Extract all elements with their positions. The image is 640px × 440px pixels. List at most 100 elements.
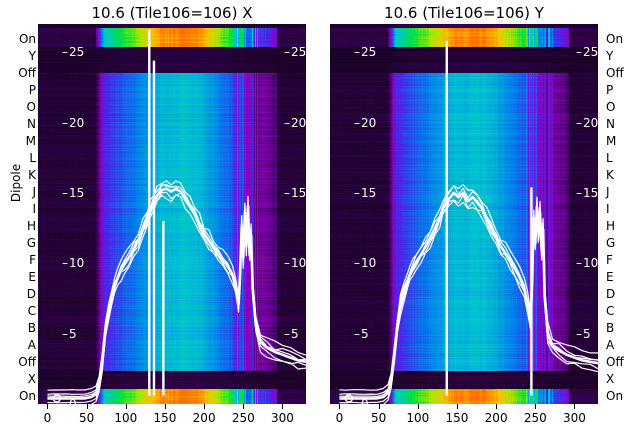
dipole-label-left-20: X bbox=[27, 372, 36, 386]
x-tick-label-1-3: 150 bbox=[445, 411, 469, 425]
inner-ytick-1-2: –10 bbox=[354, 256, 377, 271]
dipole-label-right-15: D bbox=[606, 287, 616, 301]
dipole-label-left-8: K bbox=[28, 168, 36, 182]
dipole-label-left-3: P bbox=[28, 83, 36, 97]
dipole-label-right-10: I bbox=[606, 202, 610, 216]
x-axis-left: 0 50 100 150 200 250 300 bbox=[38, 404, 306, 440]
dipole-label-left-1: Y bbox=[28, 49, 36, 63]
inner-ytick-0-0: –0 bbox=[62, 397, 77, 411]
x-tick-label-1-2: 100 bbox=[406, 411, 430, 425]
heatmap-panel-y[interactable] bbox=[330, 24, 598, 404]
panel-title-y: 10.6 (Tile106=106) Y bbox=[384, 4, 544, 22]
inner-ytick-mirror-0-5: –25 bbox=[284, 45, 307, 60]
x-tick-1-2 bbox=[417, 404, 419, 409]
inner-ytick-1-5: –25 bbox=[354, 45, 377, 60]
x-tick-label-0-3: 150 bbox=[153, 411, 177, 425]
inner-ytick-0-5: –25 bbox=[62, 45, 85, 60]
dipole-label-right-8: K bbox=[606, 168, 614, 182]
dipole-label-left-16: C bbox=[27, 304, 36, 318]
dipole-label-left-12: G bbox=[26, 236, 36, 250]
dipole-label-right-18: A bbox=[606, 338, 615, 352]
panel-title-x: 10.6 (Tile106=106) X bbox=[91, 4, 253, 22]
inner-ytick-0-2: –10 bbox=[62, 256, 85, 271]
trace-overlay-y bbox=[339, 40, 598, 404]
x-tick-0-4 bbox=[204, 404, 206, 409]
trace-line-0-5 bbox=[47, 183, 306, 398]
dipole-label-left-19: Off bbox=[18, 355, 36, 369]
dipole-label-right-17: B bbox=[606, 321, 615, 335]
inner-ytick-0-3: –15 bbox=[62, 185, 85, 200]
x-tick-1-0 bbox=[339, 404, 341, 409]
dipole-label-left-14: E bbox=[28, 270, 36, 284]
inner-ytick-mirror-1-1: –5 bbox=[576, 326, 591, 341]
x-tick-0-3 bbox=[164, 404, 166, 409]
dipole-label-right-4: O bbox=[606, 100, 616, 114]
dipole-label-left-4: O bbox=[26, 100, 36, 114]
dipole-label-right-6: M bbox=[606, 134, 617, 148]
inner-ytick-0-1: –5 bbox=[62, 326, 77, 341]
dipole-label-right-0: On bbox=[606, 32, 624, 46]
inner-ytick-1-4: –20 bbox=[354, 115, 377, 130]
dipole-axis-left: On Y Off P O N M L K J I H G F E D C B A Off X On bbox=[0, 24, 38, 404]
inner-ytick-mirror-0-3: –15 bbox=[284, 185, 307, 200]
x-tick-label-0-1: 50 bbox=[78, 411, 95, 425]
trace-line-0-4 bbox=[91, 194, 306, 404]
x-tick-0-5 bbox=[243, 404, 245, 409]
dipole-label-right-12: G bbox=[606, 236, 616, 250]
dipole-label-right-1: Y bbox=[606, 49, 614, 63]
x-tick-1-5 bbox=[535, 404, 537, 409]
x-tick-label-1-4: 200 bbox=[484, 411, 508, 425]
trace-line-1-5 bbox=[339, 192, 598, 397]
inner-ytick-mirror-0-1: –5 bbox=[284, 326, 299, 341]
x-tick-0-6 bbox=[282, 404, 284, 409]
x-tick-0-1 bbox=[86, 404, 88, 409]
trace-line-1-0 bbox=[339, 191, 598, 400]
dipole-label-right-9: J bbox=[606, 185, 610, 199]
dipole-label-right-7: L bbox=[606, 151, 613, 165]
x-tick-label-0-5: 250 bbox=[231, 411, 255, 425]
x-tick-1-3 bbox=[456, 404, 458, 409]
x-tick-label-1-5: 250 bbox=[523, 411, 547, 425]
dipole-label-right-19: Off bbox=[606, 355, 624, 369]
dipole-label-left-6: M bbox=[25, 134, 36, 148]
dipole-label-left-21: On bbox=[18, 389, 36, 403]
x-tick-1-1 bbox=[378, 404, 380, 409]
dipole-label-left-5: N bbox=[27, 117, 36, 131]
x-tick-label-0-2: 100 bbox=[114, 411, 138, 425]
x-tick-0-0 bbox=[47, 404, 49, 409]
inner-ytick-0-4: –20 bbox=[62, 115, 85, 130]
x-tick-label-0-4: 200 bbox=[192, 411, 216, 425]
x-tick-0-2 bbox=[125, 404, 127, 409]
dipole-label-left-13: F bbox=[29, 253, 36, 267]
dipole-label-left-15: D bbox=[26, 287, 36, 301]
dipole-label-left-9: J bbox=[32, 185, 36, 199]
dipole-axis-right: On Y Off P O N M L K J I H G F E D C B A Off X On bbox=[602, 24, 640, 404]
dipole-label-left-7: L bbox=[29, 151, 36, 165]
inner-ytick-1-1: –5 bbox=[354, 326, 369, 341]
trace-overlay-x bbox=[47, 29, 306, 404]
trace-line-0-1 bbox=[47, 184, 306, 395]
x-axis-right: 0 50 100 150 200 250 300 bbox=[330, 404, 598, 440]
inner-ytick-mirror-0-4: –20 bbox=[284, 115, 307, 130]
heatmap-image-y bbox=[330, 24, 598, 404]
inner-ytick-1-3: –15 bbox=[354, 185, 377, 200]
dipole-axis-title: Dipole bbox=[9, 163, 23, 203]
trace-line-0-3 bbox=[47, 180, 306, 391]
dipole-label-left-18: A bbox=[27, 338, 36, 352]
trace-line-1-3 bbox=[339, 184, 598, 391]
dipole-label-right-2: Off bbox=[606, 66, 624, 80]
x-tick-1-4 bbox=[496, 404, 498, 409]
dipole-label-right-16: C bbox=[606, 304, 615, 318]
dipole-label-right-14: E bbox=[606, 270, 614, 284]
x-tick-label-1-1: 50 bbox=[370, 411, 387, 425]
dipole-label-right-11: H bbox=[606, 219, 616, 233]
dipole-label-left-10: I bbox=[32, 202, 36, 216]
inner-ytick-1-0: –0 bbox=[354, 397, 369, 411]
dipole-label-right-5: N bbox=[606, 117, 615, 131]
x-tick-label-0-6: 300 bbox=[271, 411, 294, 425]
circle-marker-1 bbox=[344, 394, 354, 403]
trace-line-0-2 bbox=[47, 191, 306, 404]
dipole-label-left-0: On bbox=[18, 32, 36, 46]
heatmap-panel-x[interactable] bbox=[38, 24, 306, 404]
